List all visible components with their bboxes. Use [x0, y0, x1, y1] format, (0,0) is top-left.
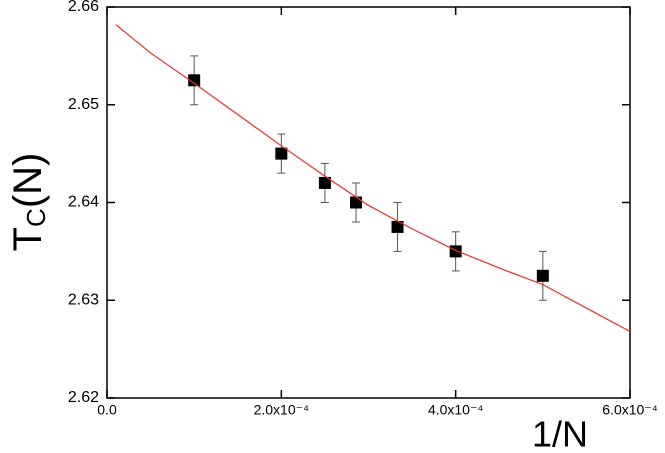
- y-tick-label: 2.65: [68, 96, 99, 113]
- point: [536, 269, 549, 282]
- point: [449, 245, 462, 258]
- point: [350, 196, 363, 209]
- y-tick-label: 2.63: [68, 291, 99, 308]
- x-axis-label: 1/N: [532, 414, 588, 453]
- y-tick-label: 2.62: [68, 389, 99, 406]
- point: [275, 147, 288, 160]
- fit-line: [115, 24, 631, 333]
- point: [318, 176, 331, 189]
- point: [391, 220, 404, 233]
- plot-frame: [106, 6, 631, 399]
- y-tick-label: 2.66: [68, 0, 99, 15]
- x-tick-label: 2.0x10⁻⁴: [254, 402, 309, 418]
- x-tick-label: 6.0x10⁻⁴: [602, 402, 657, 418]
- x-tick-label: 4.0x10⁻⁴: [428, 402, 483, 418]
- x-tick-label: 0.0: [97, 402, 117, 418]
- y-tick-label: 2.64: [68, 194, 99, 211]
- y-axis-label: TC(N): [6, 153, 51, 252]
- point: [188, 74, 201, 87]
- y-label-rest: (N): [6, 153, 50, 209]
- y-label-base: T: [6, 227, 50, 251]
- y-label-sub: C: [21, 208, 51, 227]
